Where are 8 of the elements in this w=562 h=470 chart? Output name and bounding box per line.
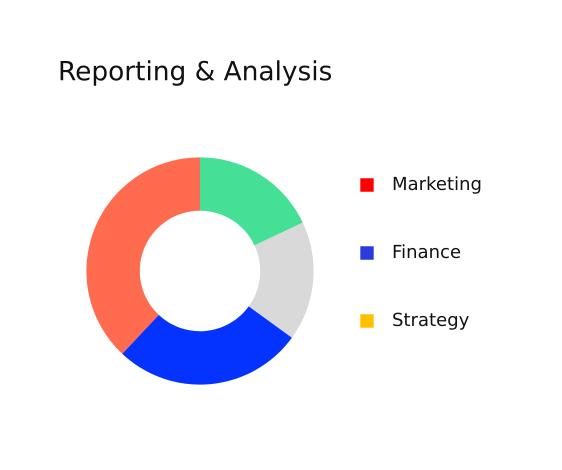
donut-slice bbox=[248, 222, 314, 338]
legend-label: Marketing bbox=[394, 176, 480, 194]
legend-label: Finance bbox=[394, 244, 460, 258]
donut-slice bbox=[86, 157, 200, 354]
legend-label: Strategy bbox=[393, 312, 469, 330]
donut-slice bbox=[122, 306, 292, 385]
chart-title: Reporting & Analysis bbox=[60, 60, 332, 86]
donut-slice bbox=[200, 157, 303, 246]
